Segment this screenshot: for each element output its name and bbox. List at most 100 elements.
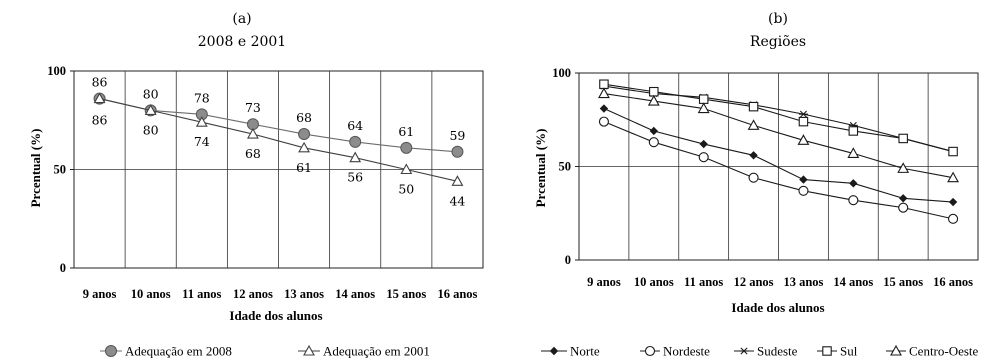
series-line xyxy=(603,83,954,153)
data-point xyxy=(798,185,809,196)
data-point xyxy=(748,101,759,112)
panel-a-xlabel: Idade dos alunos xyxy=(229,308,322,323)
x-tick-label: 15 anos xyxy=(883,275,923,289)
series-line xyxy=(99,98,458,153)
x-tick-label: 14 anos xyxy=(833,275,873,289)
data-label: 50 xyxy=(398,182,414,197)
data-point xyxy=(451,145,464,158)
data-point xyxy=(798,116,809,127)
data-label: 73 xyxy=(245,100,261,115)
panel-a-ylabel: Prcentual (%) xyxy=(28,129,43,208)
data-point xyxy=(93,92,106,104)
x-tick-label: 9 anos xyxy=(83,287,117,301)
y-tick-label: 0 xyxy=(565,253,571,267)
legend-label: Sudeste xyxy=(757,344,798,359)
y-tick-label: 100 xyxy=(47,64,66,78)
data-point xyxy=(849,179,858,188)
y-tick-label: 50 xyxy=(559,160,572,174)
panel-b-legend: Norte Nordeste Sudeste Sul Centro-Oeste xyxy=(541,344,979,359)
x-tick-label: 12 anos xyxy=(233,287,273,301)
data-label: 78 xyxy=(194,90,210,105)
x-tick-label: 10 anos xyxy=(131,287,171,301)
series-line xyxy=(99,98,458,182)
data-label: 61 xyxy=(398,124,414,139)
y-tick-label: 100 xyxy=(552,66,571,80)
data-label: 74 xyxy=(194,134,210,149)
data-point xyxy=(848,126,859,136)
data-point xyxy=(747,119,760,130)
legend-item: Sul xyxy=(817,344,858,359)
data-label: 61 xyxy=(296,160,312,175)
x-tick-label: 16 anos xyxy=(437,287,477,301)
data-point xyxy=(195,116,208,127)
legend-item: Norte xyxy=(541,344,600,359)
series-line xyxy=(603,121,954,220)
data-point xyxy=(247,127,259,139)
y-tick-label: 0 xyxy=(60,261,66,275)
data-point xyxy=(298,128,311,141)
data-point xyxy=(898,194,908,203)
panel-b-plot: 0 50 100 9 anos 10 anos 11 anos 12 anos 13 anos… xyxy=(552,66,979,289)
legend-label: Adequação em 2001 xyxy=(323,344,430,359)
legend-label: Nordeste xyxy=(663,344,710,359)
data-point xyxy=(749,151,758,160)
data-point xyxy=(400,141,413,154)
legend-marker xyxy=(105,345,117,357)
legend-marker xyxy=(822,346,832,356)
legend-marker xyxy=(303,344,315,356)
x-tick-label: 11 anos xyxy=(684,275,723,289)
x-tick-label: 16 anos xyxy=(933,275,973,289)
x-tick-label: 10 anos xyxy=(634,275,674,289)
data-label: 80 xyxy=(143,122,159,137)
panel-b-title: Regiões xyxy=(750,34,806,50)
x-tick-label: 13 anos xyxy=(783,275,823,289)
data-point xyxy=(598,87,610,99)
panel-b-ylabel: Prcentual (%) xyxy=(533,129,548,208)
legend-item: Sudeste xyxy=(734,344,798,359)
data-point xyxy=(697,102,710,114)
legend-item: Nordeste xyxy=(640,344,710,359)
data-label: 44 xyxy=(449,193,465,208)
data-point xyxy=(898,133,908,144)
data-point xyxy=(649,126,659,136)
data-label: 56 xyxy=(347,170,363,185)
legend-marker xyxy=(549,346,559,356)
legend-label: Norte xyxy=(570,344,600,359)
legend-label: Adequação em 2008 xyxy=(125,344,232,359)
data-point xyxy=(948,213,959,224)
data-point xyxy=(598,116,609,127)
data-point xyxy=(848,195,859,206)
data-point xyxy=(698,94,709,104)
data-point xyxy=(898,202,909,213)
panel-a-label: (a) xyxy=(232,11,251,27)
legend-marker xyxy=(890,344,902,356)
data-label: 68 xyxy=(296,110,312,125)
data-point xyxy=(144,104,157,115)
data-point xyxy=(349,135,362,148)
data-point xyxy=(847,147,860,158)
data-point xyxy=(298,141,310,153)
data-point xyxy=(948,146,958,157)
legend-marker xyxy=(644,345,656,357)
data-label: 59 xyxy=(449,128,465,143)
panel-a-plot: 0 50 100 9 anos 10 anos 11 anos 12 anos 13 anos… xyxy=(47,64,484,301)
data-point xyxy=(349,151,362,163)
x-tick-label: 9 anos xyxy=(587,275,621,289)
data-point xyxy=(947,171,959,183)
legend-marker xyxy=(739,347,749,355)
data-point xyxy=(797,134,810,145)
data-point xyxy=(648,137,659,148)
data-label: 80 xyxy=(143,86,159,101)
series-line xyxy=(603,108,954,203)
x-tick-label: 14 anos xyxy=(335,287,375,301)
x-tick-label: 15 anos xyxy=(386,287,426,301)
x-tick-label: 12 anos xyxy=(734,275,774,289)
panel-a-title: 2008 e 2001 xyxy=(198,34,286,50)
panel-b-xlabel: Idade dos alunos xyxy=(731,300,824,315)
data-point xyxy=(799,175,808,184)
panel-a-legend: Adequação em 2008 Adequação em 2001 xyxy=(100,344,430,359)
data-point xyxy=(798,110,808,118)
legend-item: Centro-Oeste xyxy=(886,344,979,359)
data-point xyxy=(897,162,910,173)
